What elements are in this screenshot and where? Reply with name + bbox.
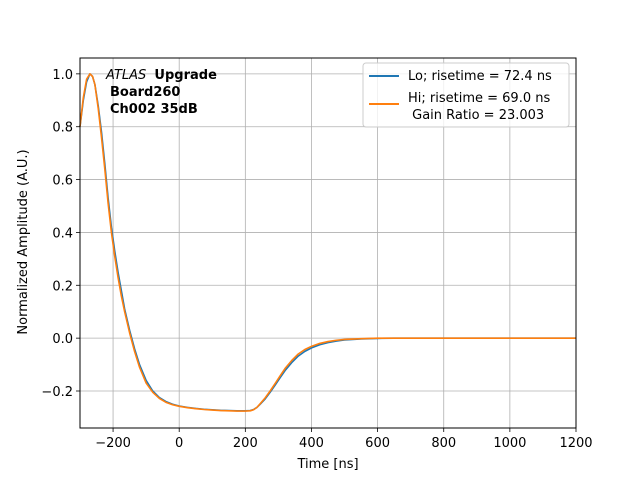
annotation-atlas: ATLAS [105, 68, 146, 83]
x-tick-label: 800 [431, 436, 456, 451]
series-layer [79, 73, 576, 412]
legend-entry-lo: Lo; risetime = 72.4 ns [408, 69, 552, 84]
x-axis-label: Time [ns] [296, 457, 358, 472]
annotation-channel: Ch002 35dB [110, 102, 198, 117]
x-tick-label: 200 [233, 436, 258, 451]
annotation-upgrade: Upgrade [154, 68, 217, 83]
x-tick-label: 0 [175, 436, 183, 451]
y-tick-label: 0.0 [52, 332, 73, 347]
y-tick-label: −0.2 [41, 385, 73, 400]
atlas-annotation: ATLAS Upgrade Board260 Ch002 35dB [105, 68, 217, 117]
legend: Lo; risetime = 72.4 ns Hi; risetime = 69… [362, 62, 570, 128]
legend-box [362, 62, 570, 128]
x-tick-label: 400 [299, 436, 324, 451]
legend-entry-hi: Hi; risetime = 69.0 ns Gain Ratio = 23.0… [408, 91, 550, 123]
y-tick-label: 0.6 [52, 174, 73, 189]
x-tick-label: 1000 [493, 436, 526, 451]
y-tick-label: 1.0 [52, 68, 73, 83]
y-axis-label: Normalized Amplitude (A.U.) [16, 149, 31, 334]
y-tick-label: 0.8 [52, 121, 73, 136]
annotation-board: Board260 [110, 85, 180, 100]
axis-ticks: −200 0 200 400 600 800 1000 1200 −0.2 0.0 0.2 0.4 0.… [41, 68, 592, 451]
plot-frame [79, 57, 577, 429]
y-tick-label: 0.2 [52, 279, 73, 294]
x-tick-label: 600 [365, 436, 390, 451]
y-tick-label: 0.4 [52, 226, 73, 241]
x-tick-label: −200 [95, 436, 131, 451]
series-line-hi [79, 73, 576, 412]
svg-text:ATLAS Upgrade: ATLAS Upgrade [105, 68, 217, 83]
x-tick-label: 1200 [559, 436, 592, 451]
